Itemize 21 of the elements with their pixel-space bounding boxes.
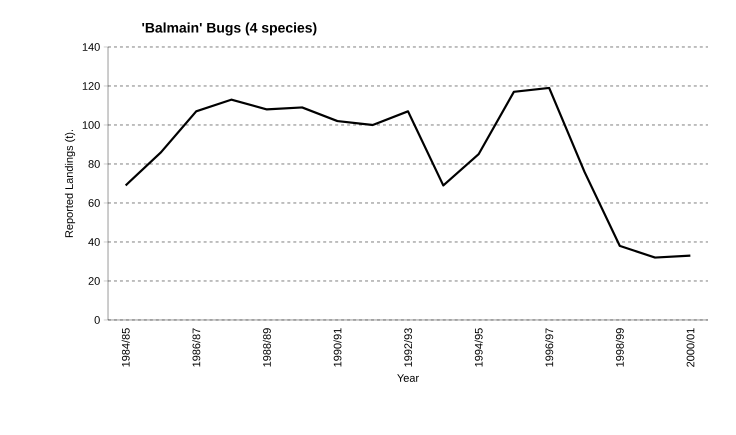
line-series bbox=[124, 86, 692, 259]
x-tick-label: 1998/99 bbox=[616, 328, 624, 367]
x-tick-label: 1988/89 bbox=[262, 328, 271, 367]
y-axis-title: Reported Landings (t). bbox=[64, 130, 76, 238]
x-tick-label: 1984/85 bbox=[122, 328, 130, 367]
y-tick-label: 60 bbox=[88, 199, 100, 207]
chart-title: 'Balmain' Bugs (4 species) bbox=[142, 22, 316, 36]
y-tick-label: 80 bbox=[88, 160, 100, 168]
y-tick-label: 140 bbox=[82, 43, 100, 51]
x-tick-label: 1986/87 bbox=[192, 328, 200, 367]
y-tick-label: 40 bbox=[88, 238, 100, 246]
x-axis-title: Year bbox=[397, 374, 419, 382]
x-tick-label: 1992/93 bbox=[404, 328, 412, 367]
x-tick-label: 1990/91 bbox=[333, 328, 342, 367]
x-tick-label: 1994/95 bbox=[474, 328, 483, 367]
y-tick-label: 100 bbox=[82, 121, 100, 129]
y-tick-label: 20 bbox=[88, 277, 100, 285]
y-tick-label: 120 bbox=[82, 82, 100, 90]
y-tick-label: 0 bbox=[94, 316, 100, 324]
x-tick-label: 2000/01 bbox=[686, 328, 694, 367]
x-tick-label: 1996/97 bbox=[545, 328, 554, 367]
